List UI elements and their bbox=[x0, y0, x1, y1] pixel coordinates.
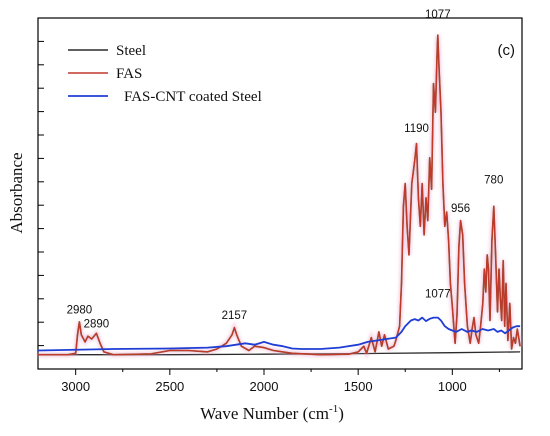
legend-label-fas: FAS bbox=[116, 66, 142, 82]
peak-label: 2980 bbox=[67, 304, 93, 316]
x-axis-title-main: Wave Number (cm bbox=[200, 404, 329, 423]
series-shadow-fas bbox=[38, 34, 521, 356]
x-axis-title: Wave Number (cm-1) bbox=[200, 403, 344, 423]
x-tick-label: 1500 bbox=[344, 379, 373, 394]
series-group bbox=[37, 34, 523, 360]
y-axis-ticks bbox=[38, 40, 44, 347]
peak-label: 1077 bbox=[425, 9, 451, 21]
x-tick-label: 2500 bbox=[155, 379, 184, 394]
peak-label: 780 bbox=[484, 175, 503, 187]
peak-label: 2890 bbox=[84, 319, 110, 331]
x-tick-label: 3000 bbox=[61, 379, 90, 394]
series-line-fas-cnt bbox=[37, 316, 521, 352]
plot-frame bbox=[37, 17, 523, 370]
peak-label: 1190 bbox=[404, 123, 429, 135]
series-glow-fas bbox=[38, 35, 523, 360]
peak-label: 956 bbox=[451, 203, 470, 215]
x-tick-label: 2000 bbox=[250, 379, 279, 394]
legend-label-fas-cnt: FAS-CNT coated Steel bbox=[124, 89, 262, 105]
series-line-fas bbox=[38, 34, 521, 356]
legend-label-steel: Steel bbox=[116, 43, 146, 59]
x-tick-label: 1000 bbox=[438, 379, 467, 394]
y-axis-title: Absorbance bbox=[7, 152, 26, 233]
peak-label: 1077 bbox=[425, 289, 451, 301]
panel-label: (c) bbox=[498, 42, 516, 59]
x-axis-title-close: ) bbox=[338, 404, 344, 423]
peak-annotations: 1077 1190 956 780 2980 2890 2157 1077 bbox=[67, 9, 504, 331]
legend: Steel FAS FAS-CNT coated Steel bbox=[68, 43, 262, 105]
x-axis-ticks: 3000 2500 2000 1500 1000 bbox=[61, 369, 500, 394]
x-axis-title-sup: -1 bbox=[329, 403, 338, 415]
peak-label: 2157 bbox=[222, 310, 248, 322]
